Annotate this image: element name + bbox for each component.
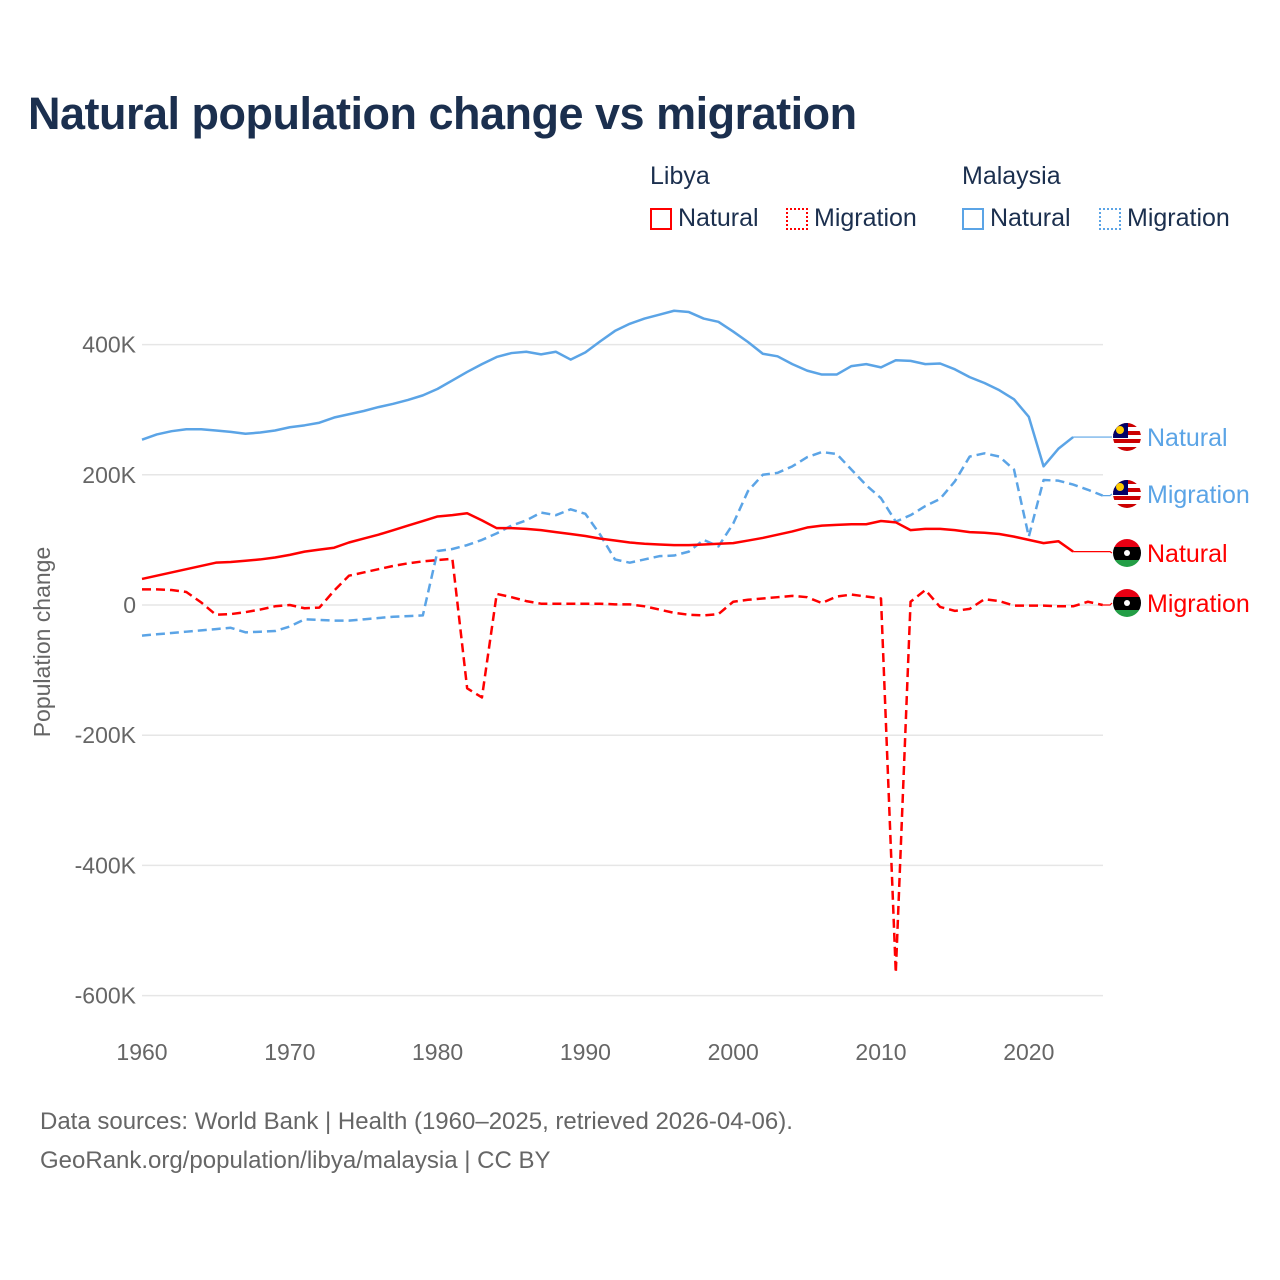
series-end-label: Natural <box>1147 424 1228 452</box>
series-end-label: Natural <box>1147 540 1228 568</box>
y-tick-label: -600K <box>75 983 137 1009</box>
legend-label: Natural <box>678 204 759 232</box>
libya-flag-icon <box>1113 539 1141 567</box>
series-line-malaysia-natural <box>141 309 1074 468</box>
y-tick-label: 0 <box>123 592 136 618</box>
footer-link[interactable]: GeoRank.org/population/libya/malaysia | … <box>40 1147 551 1174</box>
x-tick-label: 2020 <box>1003 1039 1054 1065</box>
legend-label: Natural <box>990 204 1071 232</box>
y-tick-label: -200K <box>75 722 137 748</box>
series-end-label: Migration <box>1147 590 1250 618</box>
series-line-libya-natural <box>141 511 1074 581</box>
x-tick-label: 1960 <box>116 1039 167 1065</box>
legend-malaysia-natural[interactable]: Natural <box>962 204 1071 233</box>
x-tick-label: 1980 <box>412 1039 463 1065</box>
label-connector <box>1102 493 1113 497</box>
series-end-label: Migration <box>1147 481 1250 509</box>
legend-country-libya: Libya <box>650 162 710 190</box>
malaysia-flag-icon <box>1113 480 1141 508</box>
footer-sources: Data sources: World Bank | Health (1960–… <box>40 1108 793 1135</box>
legend-country-malaysia: Malaysia <box>962 162 1061 190</box>
chart-title: Natural population change vs migration <box>28 88 857 139</box>
legend-swatch-dotted <box>1099 207 1121 230</box>
legend-label: Migration <box>1127 204 1230 232</box>
series-line-libya-migration <box>142 557 1103 975</box>
x-tick-label: 1970 <box>264 1039 315 1065</box>
legend-swatch-dotted <box>786 207 808 230</box>
x-tick-label: 2000 <box>708 1039 759 1065</box>
legend-libya-migration[interactable]: Migration <box>786 204 917 233</box>
legend-swatch-solid <box>962 207 984 230</box>
y-tick-label: 400K <box>82 332 136 358</box>
series-line-malaysia-migration <box>141 450 1104 637</box>
legend-label: Migration <box>814 204 917 232</box>
label-connector <box>1073 551 1113 554</box>
y-tick-label: 200K <box>82 462 136 488</box>
x-tick-label: 2010 <box>855 1039 906 1065</box>
x-tick-label: 1990 <box>560 1039 611 1065</box>
malaysia-flag-icon <box>1113 423 1141 451</box>
y-tick-label: -400K <box>75 852 137 878</box>
legend-swatch-solid <box>650 207 672 230</box>
y-axis-label: Population change <box>29 547 55 738</box>
legend-malaysia-migration[interactable]: Migration <box>1099 204 1230 233</box>
libya-flag-icon <box>1113 589 1141 617</box>
label-connector <box>1102 602 1113 606</box>
legend-libya-natural[interactable]: Natural <box>650 204 759 233</box>
